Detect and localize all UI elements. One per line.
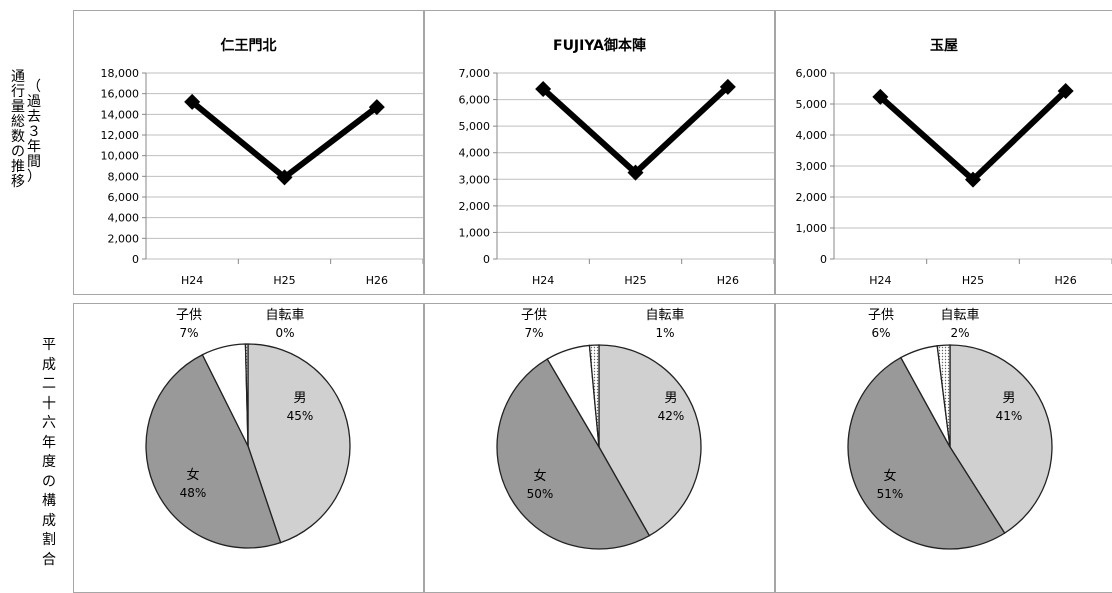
- y-tick-label: 3,000: [459, 173, 491, 186]
- y-tick-label: 12,000: [101, 129, 140, 142]
- y-tick-label: 0: [132, 253, 139, 266]
- pie-panel-1: 男 45% 女 48% 子供 7% 自転車 0%: [73, 303, 424, 593]
- pie-slice: [145, 353, 282, 549]
- data-point: [368, 99, 385, 116]
- row-label-traffic-col2: （過去 ３ 年間）: [27, 79, 41, 185]
- row-label-composition: 平成二十六年度の構成割合: [42, 337, 56, 568]
- y-tick-label: 2,000: [796, 191, 828, 204]
- slice-percent-label: 7%: [179, 326, 198, 340]
- x-tick-label: H26: [717, 274, 739, 287]
- slice-percent-label: 42%: [658, 409, 685, 423]
- data-point: [276, 169, 293, 186]
- pie-slice: [847, 356, 1006, 550]
- pie-slice: [244, 343, 249, 447]
- pie-slice: [936, 344, 951, 448]
- y-tick-label: 4,000: [796, 129, 828, 142]
- slice-name-label: 自転車: [940, 308, 979, 323]
- row-label-traffic-col1: 通行量総数の推移: [11, 69, 25, 190]
- y-tick-label: 3,000: [796, 160, 828, 173]
- x-tick-label: H25: [962, 274, 984, 287]
- slice-percent-label: 45%: [287, 409, 314, 423]
- data-point: [535, 80, 552, 97]
- y-tick-label: 4,000: [108, 212, 140, 225]
- slice-percent-label: 50%: [527, 487, 554, 501]
- slice-name-label: 女: [883, 468, 896, 484]
- data-point: [872, 88, 889, 105]
- line-panel-1: 仁王門北 18,000 16,000 14,000 12,000 10,000 8,000…: [73, 10, 424, 295]
- y-tick-label: 2,000: [108, 232, 140, 245]
- y-tick-label: 1,000: [796, 222, 828, 235]
- slice-percent-label: 51%: [877, 487, 904, 501]
- slice-name-label: 男: [664, 391, 677, 406]
- pie-slice: [247, 343, 351, 544]
- x-tick-label: H25: [624, 274, 646, 287]
- x-tick-label: H24: [181, 274, 203, 287]
- x-tick-label: H24: [869, 274, 891, 287]
- slice-percent-label: 2%: [950, 326, 969, 340]
- pie-slice: [588, 344, 600, 448]
- y-tick-label: 6,000: [108, 191, 140, 204]
- series-line: [190, 99, 379, 182]
- slice-name-label: 子供: [521, 308, 547, 323]
- slice-name-label: 子供: [868, 308, 894, 323]
- pie-panel-3: 男 41% 女 51% 子供 6% 自転車 2%: [775, 303, 1112, 593]
- slice-name-label: 自転車: [645, 308, 684, 323]
- y-tick-label: 16,000: [101, 88, 140, 101]
- x-tick-label: H24: [532, 274, 554, 287]
- y-tick-label: 2,000: [459, 200, 491, 213]
- line-panel-3: 玉屋 6,000 5,000 4,000 3,000 2,000 1,000 0 H24 H25…: [775, 10, 1112, 295]
- slice-name-label: 自転車: [265, 308, 304, 323]
- x-tick-label: H26: [366, 274, 388, 287]
- slice-name-label: 子供: [176, 308, 202, 323]
- slice-percent-label: 1%: [655, 326, 674, 340]
- data-point: [965, 171, 981, 188]
- y-tick-label: 0: [820, 253, 827, 266]
- pie-slice: [598, 344, 702, 537]
- chart-title: 玉屋: [930, 38, 958, 54]
- y-tick-label: 6,000: [796, 67, 828, 80]
- slice-name-label: 男: [293, 391, 306, 406]
- chart-title: FUJIYA御本陣: [553, 38, 646, 54]
- line-chart-3: 6,000 5,000 4,000 3,000 2,000 1,000 0 H24 H25 H26: [796, 67, 1112, 287]
- pie-chart-3: 男 41% 女 51% 子供 6% 自転車 2%: [847, 308, 1053, 550]
- data-point: [719, 78, 736, 95]
- data-point: [184, 93, 201, 110]
- line-panel-2: FUJIYA御本陣 7,000 6,000 5,000 4,000 3,000 2,000…: [424, 10, 775, 295]
- y-tick-label: 4,000: [459, 147, 491, 160]
- y-tick-label: 5,000: [459, 120, 491, 133]
- data-point: [1057, 82, 1074, 99]
- y-tick-label: 5,000: [796, 98, 828, 111]
- y-tick-label: 14,000: [101, 108, 140, 121]
- slice-percent-label: 41%: [996, 409, 1023, 423]
- y-tick-label: 18,000: [101, 67, 140, 80]
- data-point: [627, 164, 644, 181]
- slice-percent-label: 6%: [871, 326, 890, 340]
- slice-percent-label: 0%: [275, 326, 294, 340]
- y-tick-label: 8,000: [108, 170, 140, 183]
- pie-chart-1: 男 45% 女 48% 子供 7% 自転車 0%: [145, 308, 351, 549]
- x-tick-label: H25: [273, 274, 295, 287]
- slice-name-label: 女: [186, 467, 199, 483]
- y-tick-label: 6,000: [459, 94, 491, 107]
- line-chart-2: 7,000 6,000 5,000 4,000 3,000 2,000 1,000 0 H24 H…: [459, 67, 774, 287]
- chart-title: 仁王門北: [220, 38, 277, 54]
- pie-slice: [496, 358, 651, 550]
- y-tick-label: 0: [483, 253, 490, 266]
- slice-name-label: 男: [1002, 391, 1015, 406]
- slice-percent-label: 7%: [524, 326, 543, 340]
- pie-chart-2: 男 42% 女 50% 子供 7% 自転車 1%: [496, 308, 702, 550]
- slice-percent-label: 48%: [180, 486, 207, 500]
- slice-name-label: 女: [533, 468, 546, 484]
- x-tick-label: H26: [1055, 274, 1077, 287]
- y-tick-label: 10,000: [101, 150, 140, 163]
- y-tick-label: 7,000: [459, 67, 491, 80]
- line-chart-1: 18,000 16,000 14,000 12,000 10,000 8,000 6,000…: [101, 67, 423, 287]
- pie-panel-2: 男 42% 女 50% 子供 7% 自転車 1%: [424, 303, 775, 593]
- y-tick-label: 1,000: [459, 226, 491, 239]
